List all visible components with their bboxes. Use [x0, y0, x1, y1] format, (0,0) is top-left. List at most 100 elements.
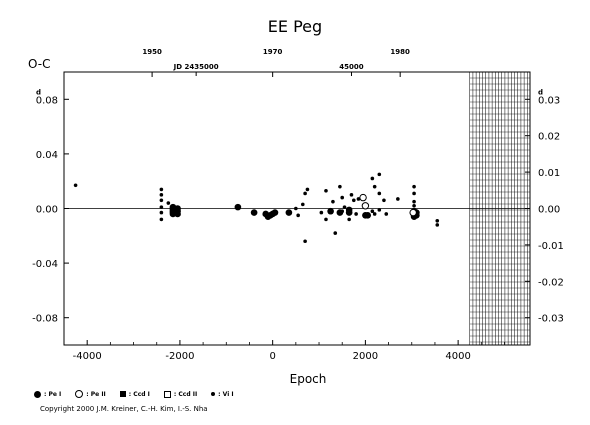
x-tick-label: 4000: [445, 351, 470, 362]
data-point-vi-i: [324, 188, 328, 193]
data-point-vi-i: [354, 212, 358, 216]
data-point-vi-i: [382, 198, 386, 203]
data-point-vi-i: [159, 198, 164, 203]
legend-label: : Vi I: [218, 390, 234, 398]
y-tick-label: 0.08: [36, 95, 58, 106]
legend-item: : Vi I: [211, 390, 234, 398]
legend-symbol-small-dot: [211, 392, 216, 396]
data-point-pe-i: [327, 207, 334, 215]
data-point-vi-i: [370, 209, 375, 214]
data-point-vi-i: [352, 198, 356, 203]
data-point-vi-i: [166, 201, 171, 205]
legend-label: : Pe I: [44, 390, 62, 398]
x-tick-label: -4000: [73, 351, 102, 362]
data-point-vi-i: [159, 217, 164, 222]
data-point-vi-i: [300, 202, 305, 207]
data-point-vi-i: [296, 213, 300, 218]
data-point-vi-i: [303, 239, 307, 244]
x-tick-label: 0: [269, 351, 275, 362]
data-point-vi-i: [412, 184, 416, 189]
data-point-vi-i: [333, 231, 338, 235]
legend-label: : Pe II: [86, 390, 106, 398]
legend-item: : Pe I: [34, 390, 62, 398]
data-point-pe-i: [285, 209, 293, 216]
data-point-pe-i: [345, 209, 353, 216]
top-year-label: 1980: [390, 48, 410, 56]
data-point-vi-i: [435, 223, 440, 227]
legend-symbol-filled-circle: [34, 390, 41, 398]
data-point-vi-i: [372, 212, 377, 216]
data-point-vi-i: [396, 197, 400, 201]
data-point-vi-i: [340, 209, 345, 214]
y2-tick-label: 0.03: [538, 95, 560, 106]
data-point-pe-i: [174, 210, 181, 218]
data-point-vi-i: [331, 199, 335, 204]
y2-tick-label: 0.01: [538, 168, 560, 179]
data-point-pe-ii: [361, 202, 370, 210]
y-axis-label: O-C: [28, 57, 51, 71]
top-year-label: 1970: [263, 48, 283, 56]
y2-tick-label: -0.03: [538, 314, 564, 325]
data-point-vi-i: [412, 191, 416, 196]
data-point-vi-i: [412, 199, 416, 204]
data-point-vi-i: [347, 217, 351, 222]
data-point-vi-i: [303, 191, 307, 196]
x-axis-label: Epoch: [290, 372, 327, 386]
legend-symbol-open-square: [163, 390, 171, 398]
data-point-pe-ii: [359, 193, 367, 202]
legend-item: : Pe II: [75, 390, 106, 398]
x-tick-label: -2000: [165, 351, 194, 362]
data-point-vi-i: [412, 203, 416, 208]
y2-tick-label: 0.00: [538, 205, 560, 216]
copyright-text: Copyright 2000 J.M. Kreiner, C.-H. Kim, …: [40, 405, 208, 413]
y2-tick-label: -0.01: [538, 241, 564, 252]
data-point-vi-i: [159, 193, 164, 197]
y2-tick-label: -0.02: [538, 277, 564, 288]
legend-symbol-open-circle: [75, 390, 84, 398]
legend-label: : Ccd I: [128, 390, 150, 398]
data-point-vi-i: [342, 205, 347, 209]
data-point-pe-i: [364, 212, 372, 219]
data-point-vi-i: [377, 172, 382, 177]
data-point-vi-i: [73, 183, 78, 188]
data-point-vi-i: [349, 193, 354, 197]
data-point-pe-i: [234, 203, 242, 211]
y-unit-mark: d: [36, 88, 41, 96]
data-point-vi-i: [372, 184, 377, 189]
plot-area: -4000 -2000 0 2000 4000 -0.08 -0.04 0.00 0.04 0.0…: [32, 48, 564, 362]
data-point-pe-ii: [409, 208, 417, 217]
data-point-vi-i: [159, 205, 164, 209]
legend-item: : Ccd I: [119, 390, 150, 398]
jd-label: 45000: [339, 63, 363, 71]
y-tick-label: 0.04: [36, 150, 58, 161]
legend-label: : Ccd II: [173, 390, 198, 398]
data-point-vi-i: [159, 187, 164, 192]
x-tick-label: 2000: [353, 351, 378, 362]
data-point-vi-i: [340, 195, 345, 200]
chart-title: EE Peg: [268, 17, 322, 36]
data-point-vi-i: [435, 218, 440, 223]
y2-tick-label: 0.02: [538, 132, 560, 143]
data-point-vi-i: [338, 184, 342, 189]
y2-unit-mark: d: [538, 88, 543, 96]
y-tick-label: -0.04: [32, 259, 58, 270]
data-point-vi-i: [384, 212, 389, 216]
data-point-vi-i: [159, 210, 164, 215]
data-point-vi-i: [324, 217, 328, 222]
legend-symbol-filled-square: [119, 391, 126, 397]
data-point-pe-i: [271, 209, 279, 216]
top-year-label: 1950: [142, 48, 162, 56]
legend: : Pe I : Pe II : Ccd I : Ccd II : Vi I: [34, 390, 234, 398]
data-point-vi-i: [370, 176, 375, 181]
data-point-vi-i: [319, 210, 324, 215]
data-point-vi-i: [377, 191, 382, 196]
data-point-vi-i: [305, 187, 310, 192]
data-point-vi-i: [356, 197, 361, 201]
data-point-pe-i: [250, 209, 258, 216]
data-point-vi-i: [294, 206, 298, 211]
y-tick-label: 0.00: [36, 205, 58, 216]
legend-item: : Ccd II: [163, 390, 198, 398]
jd-label: JD 2435000: [173, 63, 219, 71]
data-point-vi-i: [377, 208, 382, 212]
